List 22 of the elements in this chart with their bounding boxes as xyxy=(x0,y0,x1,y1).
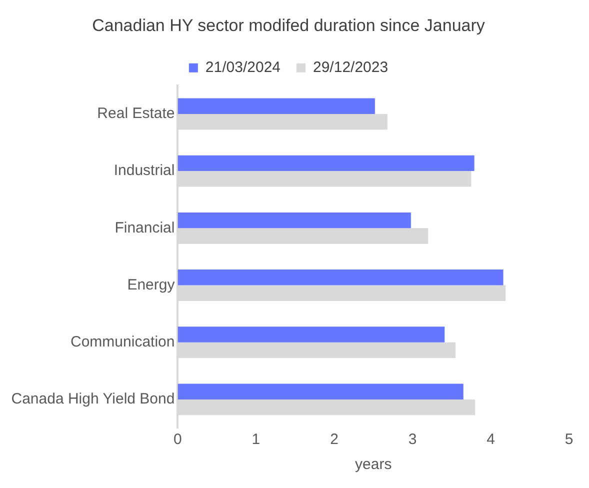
x-tick-label: 1 xyxy=(252,431,260,448)
x-axis-title: years xyxy=(355,456,392,474)
bar xyxy=(178,270,504,286)
bar xyxy=(178,384,464,400)
y-tick-label: Communication xyxy=(70,333,175,350)
x-tick-label: 3 xyxy=(408,431,417,448)
x-tick-label: 2 xyxy=(330,431,338,448)
y-tick-label: Financial xyxy=(114,219,175,236)
bar xyxy=(178,326,445,342)
chart-title: Canadian HY sector modifed duration since January xyxy=(92,16,486,35)
legend-label: 21/03/2024 xyxy=(205,59,281,76)
x-tick-label: 0 xyxy=(174,431,182,448)
x-tick-label: 5 xyxy=(564,431,574,448)
bar xyxy=(178,212,411,228)
x-tick-label: 4 xyxy=(486,431,495,448)
y-tick-label: Energy xyxy=(127,276,176,294)
y-tick-label: Real Estate xyxy=(97,105,175,122)
bar xyxy=(178,98,375,114)
y-tick-label: Industrial xyxy=(114,162,175,180)
y-tick-label: Canada High Yield Bond xyxy=(11,390,175,408)
bar xyxy=(178,155,474,172)
legend-label: 29/12/2023 xyxy=(313,59,388,76)
